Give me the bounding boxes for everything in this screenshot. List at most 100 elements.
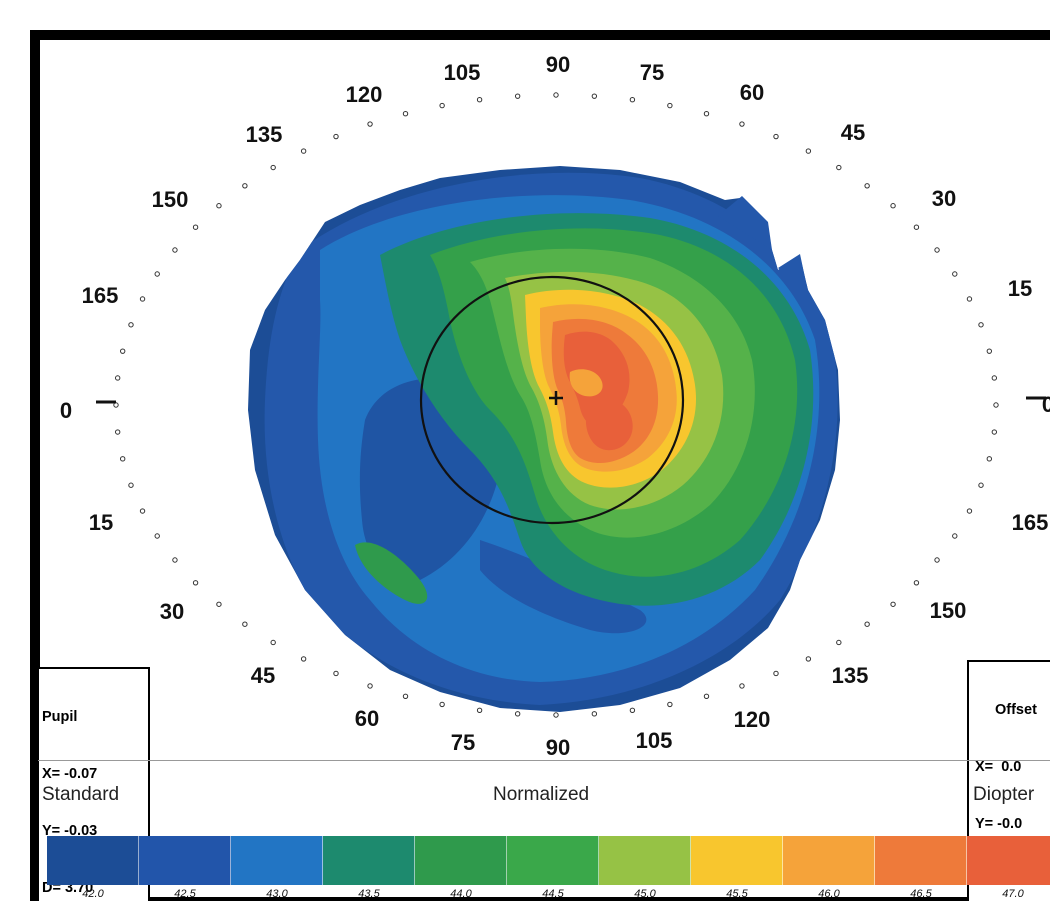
ring-dot — [154, 271, 160, 277]
ring-dot — [978, 482, 984, 488]
ring-dot — [667, 102, 673, 109]
ring-dot — [667, 701, 673, 708]
ring-dot — [864, 183, 870, 189]
angle-label: 120 — [346, 82, 383, 107]
mode-standard[interactable]: Standard — [42, 784, 120, 805]
color-scale-cell — [967, 836, 1050, 885]
ring-dot — [192, 580, 199, 586]
ring-dot — [773, 133, 779, 140]
offset-title: Offset — [995, 702, 1037, 718]
ring-dot — [629, 97, 636, 103]
angle-label: 30 — [932, 186, 956, 211]
ring-dot — [952, 271, 958, 277]
angle-label: 45 — [251, 663, 275, 688]
ring-dot — [978, 322, 984, 328]
color-scale-value: 42.5 — [174, 888, 196, 900]
angle-label: 0 — [1042, 392, 1050, 417]
map-fill — [248, 166, 840, 712]
angle-label: 90 — [546, 52, 570, 77]
ring-dot — [913, 224, 920, 230]
ring-dot — [739, 121, 745, 127]
mode-diopter[interactable]: Diopter — [973, 784, 1035, 805]
ring-dot — [216, 601, 222, 607]
ring-dot — [242, 183, 248, 189]
ring-dot — [986, 456, 993, 462]
ring-dot — [476, 97, 483, 103]
angle-label: 105 — [636, 728, 673, 753]
ring-dot — [114, 429, 121, 435]
ring-dot — [367, 683, 373, 689]
ring-dot — [934, 247, 940, 253]
ring-dot — [128, 482, 134, 488]
ring-dot — [993, 402, 999, 408]
ring-dot — [591, 711, 598, 717]
angle-label: 15 — [1008, 276, 1032, 301]
ring-dot — [154, 533, 160, 539]
ring-dot — [476, 707, 483, 713]
color-scale-value: 43.0 — [266, 888, 288, 900]
angle-label: 165 — [1012, 510, 1049, 535]
ring-dot — [114, 375, 121, 381]
ring-dot — [836, 639, 842, 646]
offset-x: X= 0.0 — [975, 759, 1022, 775]
ring-dot — [119, 456, 126, 462]
ring-dot — [836, 164, 842, 171]
color-scale-cell — [875, 836, 967, 885]
ring-dot — [934, 557, 940, 563]
color-scale-value: 44.5 — [542, 888, 564, 900]
ring-dot — [913, 580, 920, 586]
color-scale-value: 44.0 — [450, 888, 472, 900]
ring-dot — [514, 93, 521, 99]
angle-label: 135 — [832, 663, 869, 688]
ring-dot — [119, 348, 126, 354]
ring-dot — [270, 639, 276, 646]
color-scale-value: 42.0 — [82, 888, 104, 900]
color-scale-cell — [139, 836, 231, 885]
color-scale-value: 47.0 — [1002, 888, 1024, 900]
angle-label: 135 — [246, 122, 283, 147]
ring-dot — [128, 322, 134, 328]
angle-label: 120 — [734, 707, 771, 732]
color-scale-value: 46.0 — [818, 888, 840, 900]
ring-dot — [890, 601, 896, 607]
ring-dot — [333, 670, 339, 677]
mode-normalized[interactable]: Normalized — [493, 784, 590, 805]
angle-ring-dots — [113, 92, 999, 718]
frame-top-border — [0, 0, 1050, 30]
angle-label: 60 — [740, 80, 764, 105]
pupil-title: Pupil — [42, 709, 78, 725]
ring-dot — [591, 93, 598, 99]
angle-label: 60 — [355, 706, 379, 731]
ring-dot — [300, 656, 307, 662]
pupil-x: X= -0.07 — [42, 766, 98, 782]
ring-dot — [333, 133, 339, 140]
ring-dot — [270, 164, 276, 171]
ring-dot — [805, 148, 812, 154]
ring-dot — [439, 701, 445, 708]
angle-label: 45 — [841, 120, 865, 145]
ring-dot — [890, 203, 896, 209]
ring-dot — [805, 656, 812, 662]
ring-dot — [172, 557, 178, 563]
color-scale-cell — [691, 836, 783, 885]
angle-label: 15 — [89, 510, 113, 535]
ring-dot — [991, 375, 998, 381]
ring-dot — [300, 148, 307, 154]
angle-label: 0 — [60, 398, 72, 423]
ring-dot — [703, 693, 710, 700]
ring-dot — [966, 296, 973, 302]
angle-label: 30 — [160, 599, 184, 624]
color-scale-value: 45.0 — [634, 888, 656, 900]
ring-dot — [952, 533, 958, 539]
color-scale-cell — [47, 836, 139, 885]
ring-dot — [439, 102, 445, 109]
angle-label: 150 — [930, 598, 967, 623]
angle-label: 75 — [640, 60, 664, 85]
ring-dot — [402, 693, 409, 700]
pupil-circle — [419, 275, 685, 525]
ring-dot — [991, 429, 998, 435]
frame-top-line — [30, 30, 1050, 40]
